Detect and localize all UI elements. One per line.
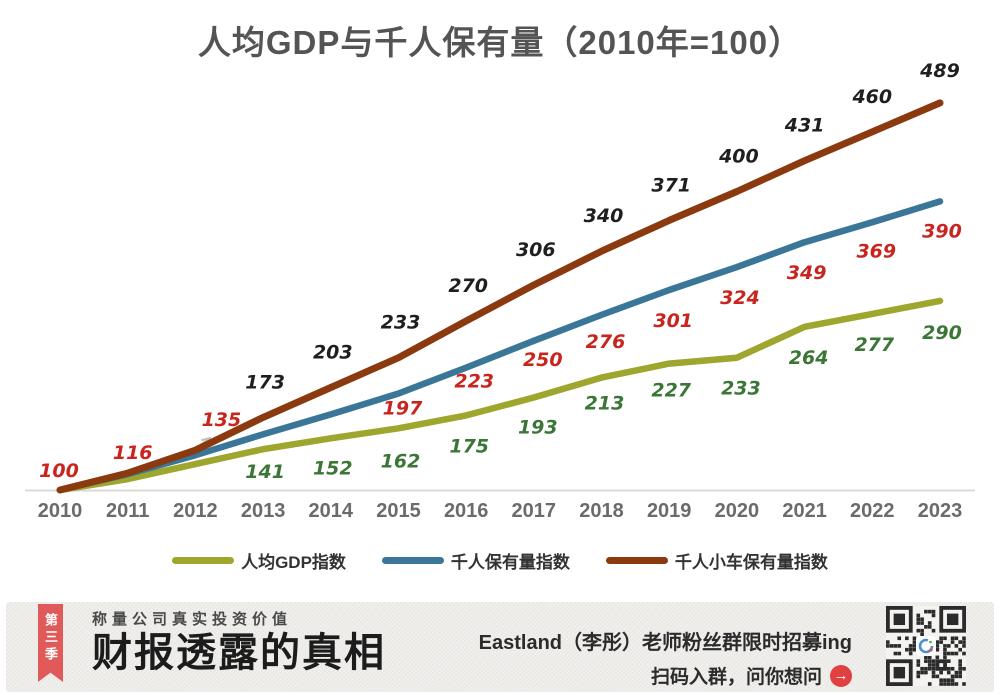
year-label: 2020 <box>715 500 760 522</box>
svg-text:390: 390 <box>922 220 962 242</box>
year-label: 2015 <box>376 500 421 522</box>
svg-text:135: 135 <box>202 409 242 431</box>
series-labels-0: 141 152 162 175 193 213 227 233 264 277 290 <box>245 322 962 483</box>
svg-text:460: 460 <box>851 86 892 108</box>
svg-text:349: 349 <box>787 262 827 284</box>
legend-item-1: 千人保有量指数 <box>381 548 570 573</box>
cta-text: 扫码入群，问你想问 <box>650 667 822 688</box>
year-label: 2011 <box>106 500 149 522</box>
svg-text:290: 290 <box>922 322 962 344</box>
svg-text:223: 223 <box>454 371 494 393</box>
year-label: 2012 <box>173 500 218 522</box>
svg-text:173: 173 <box>245 371 285 393</box>
legend-item-0: 人均GDP指数 <box>172 548 346 573</box>
legend-marker-icon <box>172 557 235 564</box>
svg-text:306: 306 <box>516 239 556 261</box>
svg-text:227: 227 <box>651 380 691 402</box>
x-axis-labels: 2010 2011 2012 2013 2014 2015 2016 2017 2018 2019… <box>38 500 963 522</box>
series-line-2 <box>56 99 944 494</box>
series-labels-1: 100 116 135 197 223 250 276 301 324 349 369 390 <box>39 220 962 482</box>
qr-code <box>886 606 966 686</box>
svg-text:301: 301 <box>653 310 693 332</box>
qr-center-logo <box>918 638 934 654</box>
chart-title: 人均GDP与千人保有量（2010年=100） <box>197 24 803 61</box>
legend-marker-icon <box>381 557 444 564</box>
year-label: 2023 <box>918 500 963 522</box>
svg-text:233: 233 <box>381 312 421 334</box>
series-labels-2: 173 203 233 270 306 340 371 400 431 460 489 <box>245 60 960 393</box>
banner-right-block: Eastland（李彤）老师粉丝群限时招募ing 扫码入群，问你想问 → <box>479 626 852 689</box>
year-label: 2022 <box>850 500 895 522</box>
svg-text:431: 431 <box>784 115 825 137</box>
year-label: 2014 <box>309 500 354 522</box>
legend-item-2: 千人小车保有量指数 <box>605 548 828 573</box>
svg-text:152: 152 <box>313 457 353 479</box>
svg-text:193: 193 <box>518 417 558 439</box>
legend-label: 千人小车保有量指数 <box>674 553 828 572</box>
banner-left-block: 称量公司真实投资价值 财报透露的真相 <box>92 608 386 674</box>
svg-text:400: 400 <box>718 146 759 168</box>
svg-text:250: 250 <box>523 349 563 371</box>
svg-text:264: 264 <box>789 347 829 369</box>
svg-text:100: 100 <box>39 460 79 482</box>
series-line-0 <box>56 297 944 494</box>
season-ribbon-text: 第三季 <box>43 613 58 664</box>
banner-series-title: 财报透露的真相 <box>92 630 386 675</box>
svg-text:116: 116 <box>113 442 153 464</box>
svg-text:340: 340 <box>584 205 624 227</box>
year-label: 2016 <box>444 500 489 522</box>
arrow-right-icon: → <box>830 664 852 687</box>
svg-text:276: 276 <box>586 331 626 353</box>
svg-text:233: 233 <box>721 378 761 400</box>
svg-text:197: 197 <box>383 398 423 420</box>
svg-text:213: 213 <box>585 393 625 415</box>
svg-text:270: 270 <box>448 275 488 297</box>
legend-label: 千人保有量指数 <box>450 553 570 572</box>
svg-text:277: 277 <box>854 334 894 356</box>
year-label: 2010 <box>38 500 83 522</box>
legend-label: 人均GDP指数 <box>241 553 346 572</box>
year-label: 2021 <box>782 500 827 522</box>
year-label: 2017 <box>512 500 557 522</box>
svg-text:489: 489 <box>919 60 960 82</box>
series-line-1 <box>56 198 944 494</box>
svg-text:371: 371 <box>651 174 691 196</box>
svg-text:141: 141 <box>245 461 285 483</box>
season-ribbon: 第三季 <box>38 604 63 682</box>
year-label: 2019 <box>647 500 692 522</box>
footer-banner: 第三季 称量公司真实投资价值 财报透露的真相 Eastland（李彤）老师粉丝群… <box>6 602 994 692</box>
recruit-text: Eastland（李彤）老师粉丝群限时招募ing <box>478 632 852 654</box>
svg-text:162: 162 <box>381 450 421 472</box>
svg-text:203: 203 <box>313 342 353 364</box>
year-label: 2018 <box>579 500 624 522</box>
svg-text:175: 175 <box>449 435 489 457</box>
svg-text:324: 324 <box>720 287 760 309</box>
banner-tagline: 称量公司真实投资价值 <box>92 611 293 628</box>
legend-marker-icon <box>605 557 668 564</box>
chart-legend: 人均GDP指数 千人保有量指数 千人小车保有量指数 <box>0 548 1000 573</box>
svg-text:369: 369 <box>856 240 896 262</box>
year-label: 2013 <box>241 500 286 522</box>
